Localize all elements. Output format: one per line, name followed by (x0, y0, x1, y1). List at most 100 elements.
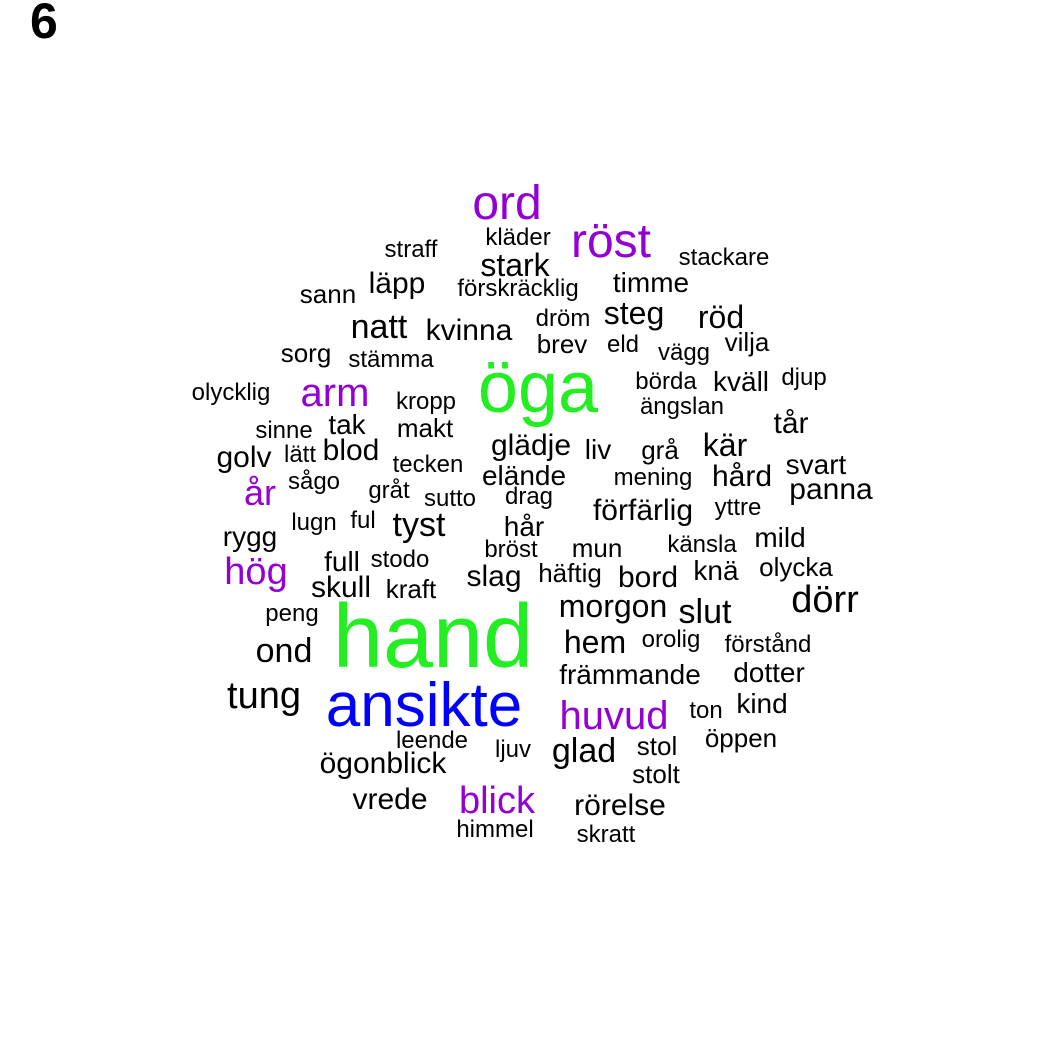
word-62: rygg (222, 521, 278, 552)
word-77: slut (678, 593, 732, 631)
word-93: öppen (704, 723, 778, 753)
word-68: stodo (370, 546, 430, 573)
word-40: liv (584, 434, 612, 465)
word-21: steg (603, 295, 665, 331)
word-22: röd (697, 299, 745, 335)
word-92: stol (636, 731, 678, 761)
word-65: mun (571, 533, 623, 563)
word-53: sutto (423, 485, 477, 512)
word-83: förstånd (724, 631, 812, 658)
word-3: ord (472, 177, 542, 230)
word-7: hög (224, 551, 288, 593)
word-51: sågo (287, 468, 341, 495)
word-30: börda (635, 368, 697, 395)
word-1: öga (477, 348, 599, 428)
word-52: gråt (368, 477, 410, 504)
word-47: elände (481, 460, 567, 491)
word-87: ton (689, 697, 723, 724)
word-79: peng (265, 600, 319, 627)
word-91: glad (551, 732, 617, 770)
word-29: olycklig (191, 379, 271, 406)
word-49: hård (711, 460, 773, 493)
word-6: år (243, 472, 277, 513)
word-98: himmel (456, 816, 534, 843)
word-56: förfärlig (592, 494, 694, 527)
word-71: bord (617, 561, 679, 594)
word-12: stark (480, 247, 550, 283)
word-73: olycka (759, 552, 833, 582)
word-81: hem (563, 624, 627, 660)
word-96: vrede (352, 783, 428, 816)
word-95: stolt (632, 759, 680, 789)
word-33: kropp (395, 388, 457, 415)
word-89: leende (395, 727, 469, 754)
word-24: brev (536, 329, 588, 359)
word-32: djup (781, 364, 827, 391)
word-99: skratt (576, 821, 636, 848)
word-57: yttre (714, 494, 762, 521)
word-84: främmande (559, 659, 701, 690)
word-14: läpp (368, 267, 426, 300)
word-74: skull (310, 571, 372, 604)
word-39: glädje (490, 429, 572, 462)
word-11: straff (384, 236, 438, 263)
word-17: timme (612, 267, 690, 298)
word-0: hand (332, 587, 534, 687)
word-80: ond (255, 632, 313, 670)
word-2: ansikte (325, 671, 523, 740)
word-64: bröst (484, 536, 538, 563)
word-5: arm (300, 371, 370, 415)
word-36: tak (328, 409, 366, 440)
word-55: panna (789, 473, 873, 506)
word-19: kvinna (425, 314, 513, 347)
word-9: blick (458, 780, 536, 822)
panel-label: 6 (30, 0, 58, 49)
word-34: ängslan (639, 393, 725, 420)
word-20: dröm (535, 305, 591, 332)
word-88: kind (736, 688, 788, 719)
word-8: huvud (559, 694, 669, 738)
word-42: kär (702, 427, 748, 463)
word-38: tår (773, 407, 809, 440)
word-13: stackare (678, 244, 770, 271)
word-23: sorg (280, 338, 332, 368)
word-69: slag (466, 560, 522, 593)
word-61: hår (503, 511, 545, 542)
word-46: tecken (392, 451, 464, 478)
word-10: kläder (485, 224, 551, 251)
word-58: lugn (291, 509, 337, 536)
word-76: morgon (558, 588, 668, 624)
word-85: dotter (733, 657, 805, 688)
word-70: häftig (538, 558, 602, 588)
word-25: eld (606, 331, 640, 358)
word-82: orolig (641, 626, 701, 653)
word-60: tyst (392, 506, 446, 544)
word-48: mening (613, 464, 693, 491)
word-50: svart (785, 449, 847, 480)
word-59: ful (350, 507, 376, 534)
word-44: lätt (283, 441, 317, 468)
word-35: sinne (255, 417, 313, 444)
word-94: ögonblick (319, 747, 447, 780)
word-97: rörelse (574, 789, 666, 822)
word-37: makt (396, 413, 454, 443)
word-41: grå (641, 435, 679, 465)
word-4: röst (570, 215, 652, 268)
word-16: förskräcklig (457, 275, 579, 302)
word-63: mild (754, 522, 806, 553)
word-45: blod (322, 434, 380, 467)
word-18: natt (350, 308, 408, 346)
word-86: tung (227, 675, 301, 717)
word-54: drag (504, 483, 554, 510)
word-78: dörr (791, 579, 859, 621)
word-28: stämma (348, 346, 434, 373)
word-15: sann (299, 279, 357, 309)
word-67: full (324, 546, 360, 577)
word-75: kraft (385, 574, 437, 604)
word-27: vilja (724, 327, 770, 357)
word-43: golv (216, 441, 272, 474)
word-26: vägg (657, 339, 711, 366)
word-31: kväll (712, 366, 770, 397)
